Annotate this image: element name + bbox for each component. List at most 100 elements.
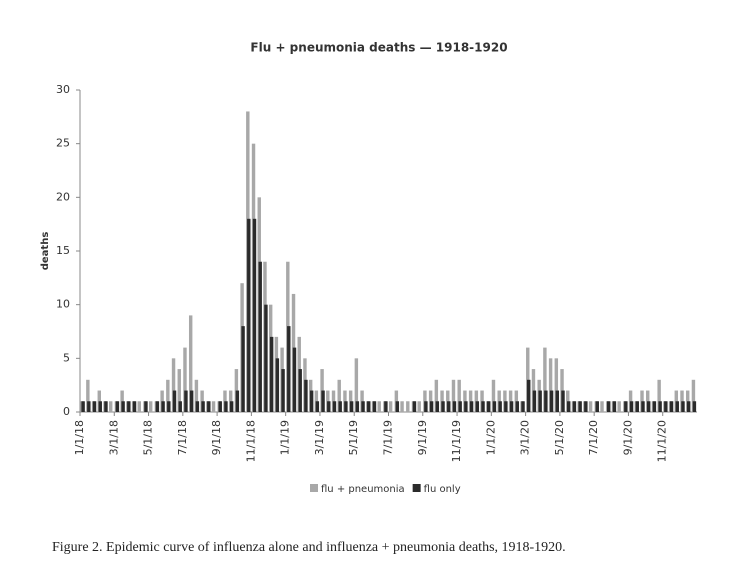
bar — [264, 304, 268, 412]
bar — [258, 261, 262, 412]
y-tick-label: 15 — [56, 244, 70, 257]
bar — [166, 379, 170, 412]
legend-swatch — [310, 484, 318, 492]
bar — [498, 401, 502, 412]
bar — [554, 358, 559, 412]
x-tick-label: 5/1/20 — [553, 420, 566, 455]
bar — [87, 401, 91, 412]
bar — [612, 401, 617, 412]
bar — [567, 401, 571, 412]
bar — [148, 401, 153, 412]
x-tick-label: 9/1/20 — [621, 420, 634, 455]
bar — [155, 401, 160, 412]
bar — [555, 390, 560, 412]
bar — [435, 401, 440, 412]
y-tick-label: 10 — [56, 298, 70, 311]
bar — [600, 401, 604, 412]
x-tick-label: 3/1/20 — [519, 420, 532, 455]
bar — [578, 401, 582, 412]
bar — [588, 401, 593, 412]
bar — [492, 401, 497, 412]
bar — [657, 379, 661, 412]
x-tick-label: 9/1/19 — [416, 420, 429, 455]
bar — [172, 390, 177, 412]
bar — [457, 379, 461, 412]
bar — [127, 401, 131, 412]
x-tick-label: 1/1/20 — [484, 420, 497, 455]
bar — [194, 379, 199, 412]
bar — [692, 401, 697, 412]
bar — [664, 401, 668, 412]
legend-swatch — [412, 484, 421, 492]
x-tick-label: 11/1/19 — [450, 420, 463, 462]
y-tick-label: 30 — [56, 83, 70, 96]
bar — [458, 401, 462, 412]
bar — [177, 369, 181, 412]
bar — [355, 401, 360, 412]
x-tick-label: 3/1/19 — [313, 420, 326, 455]
bar — [367, 401, 371, 412]
bar — [624, 401, 628, 412]
bar — [491, 379, 496, 412]
bar — [167, 401, 171, 412]
bar — [652, 401, 657, 412]
bar — [178, 401, 182, 412]
y-tick-label: 25 — [56, 137, 70, 150]
x-tick-label: 5/1/18 — [142, 420, 155, 455]
bar — [321, 390, 325, 412]
bar — [646, 401, 651, 412]
bar — [515, 401, 520, 412]
bar — [338, 401, 342, 412]
bar — [144, 401, 148, 412]
bar — [229, 401, 234, 412]
bar — [188, 315, 193, 412]
chart: Flu + pneumonia deaths — 1918-1920 death… — [40, 41, 697, 495]
bar — [115, 401, 120, 412]
bar — [372, 401, 377, 412]
bar — [344, 401, 348, 412]
bar — [521, 401, 525, 412]
bar — [543, 347, 547, 412]
bar — [464, 401, 468, 412]
bar — [544, 390, 548, 412]
bar — [108, 401, 113, 412]
bar — [207, 401, 211, 412]
bar — [171, 358, 176, 412]
bar — [377, 401, 381, 412]
caption: Figure 2. Epidemic curve of influenza al… — [52, 540, 566, 555]
bar — [424, 401, 428, 412]
bar — [475, 401, 480, 412]
bar — [292, 347, 297, 412]
bar — [584, 401, 588, 412]
bar — [269, 336, 274, 412]
bar — [98, 401, 102, 412]
bar — [572, 401, 577, 412]
bar — [452, 401, 457, 412]
bar — [504, 401, 508, 412]
bar — [309, 390, 314, 412]
bar — [527, 379, 531, 412]
bar — [195, 401, 200, 412]
x-tick-label: 3/1/18 — [107, 420, 120, 455]
bar — [211, 401, 216, 412]
bar — [487, 401, 491, 412]
bar — [441, 401, 445, 412]
bar — [252, 218, 257, 412]
bar — [548, 358, 553, 412]
legend-label: flu + pneumonia — [321, 484, 405, 495]
bar — [681, 401, 685, 412]
x-tick-label: 7/1/20 — [587, 420, 600, 455]
y-tick-label: 5 — [63, 351, 70, 364]
bar — [395, 401, 400, 412]
bar — [406, 401, 410, 412]
bar — [417, 401, 421, 412]
bar — [137, 401, 141, 412]
x-tick-label: 1/1/18 — [73, 420, 86, 455]
bar — [469, 401, 474, 412]
y-tick-label: 20 — [56, 190, 70, 203]
bar — [315, 401, 320, 412]
bar — [400, 401, 404, 412]
bar — [241, 326, 245, 412]
bar — [451, 379, 456, 412]
bar — [287, 326, 291, 412]
